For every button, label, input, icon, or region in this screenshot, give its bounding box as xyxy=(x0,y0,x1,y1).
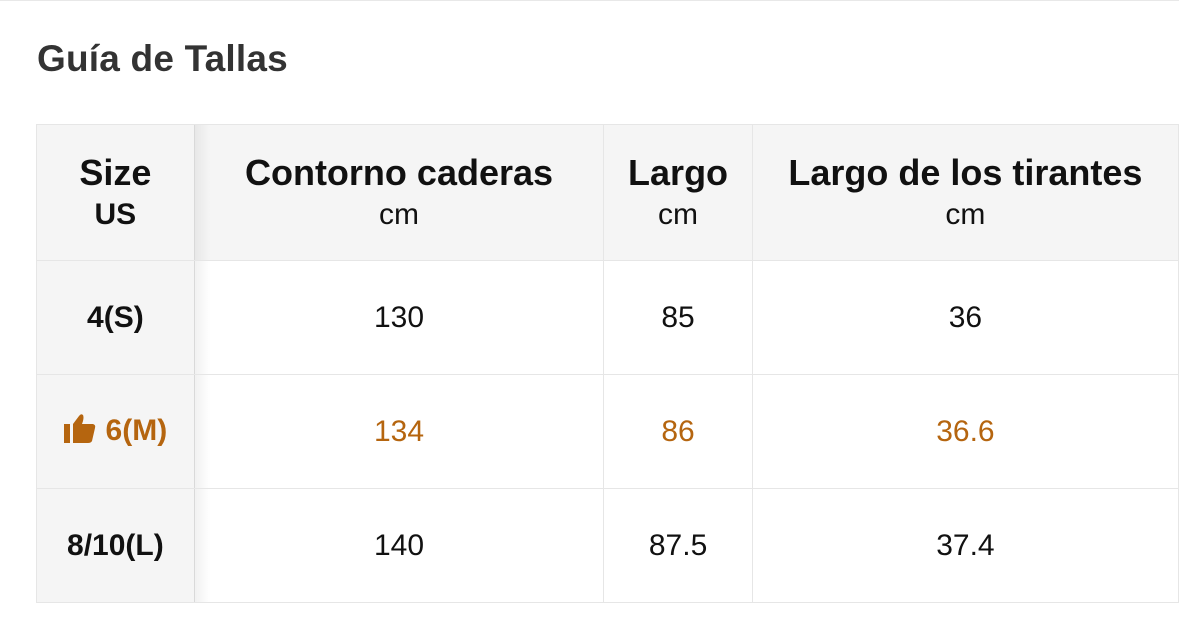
header-label: Largo de los tirantes xyxy=(788,151,1143,193)
header-label: Largo xyxy=(628,151,729,193)
length-cell: 86 xyxy=(603,374,753,489)
hips-cell: 134 xyxy=(193,374,605,489)
header-unit: US xyxy=(94,197,137,231)
header-unit: cm xyxy=(379,197,419,231)
length-cell: 87.5 xyxy=(603,488,753,603)
table-row-recommended: 6(M) 134 86 36.6 xyxy=(36,374,1179,489)
size-label: 6(M) xyxy=(105,413,168,447)
strap-cell: 36 xyxy=(751,260,1179,375)
size-cell: 6(M) xyxy=(36,374,210,489)
header-length: Largo cm xyxy=(603,124,753,261)
header-unit: cm xyxy=(658,197,699,231)
header-size: Size US xyxy=(36,124,210,261)
hips-cell: 130 xyxy=(193,260,605,375)
size-table: Size US Contorno caderas cm Largo cm Largo … xyxy=(36,124,1179,603)
length-cell: 85 xyxy=(603,260,753,375)
size-cell: 8/10(L) xyxy=(36,488,210,603)
header-unit: cm xyxy=(945,197,986,231)
table-row: 4(S) 130 85 36 xyxy=(36,260,1179,375)
table-row: 8/10(L) 140 87.5 37.4 xyxy=(36,488,1179,603)
header-label: Contorno caderas xyxy=(244,151,554,193)
page-title: Guía de Tallas xyxy=(37,38,288,79)
header-hips: Contorno caderas cm xyxy=(193,124,605,261)
strap-cell: 37.4 xyxy=(751,488,1179,603)
header-label: Size xyxy=(79,151,152,193)
hips-cell: 140 xyxy=(193,488,605,603)
strap-cell: 36.6 xyxy=(751,374,1179,489)
size-table-scroll[interactable]: Size US Contorno caderas cm Largo cm Largo … xyxy=(36,124,1179,604)
header-strap-length: Largo de los tirantes cm xyxy=(751,124,1179,261)
table-header-row: Size US Contorno caderas cm Largo cm Largo … xyxy=(36,124,1179,261)
top-divider xyxy=(0,0,1179,1)
thumbs-up-icon xyxy=(63,413,96,451)
size-cell: 4(S) xyxy=(36,260,210,375)
